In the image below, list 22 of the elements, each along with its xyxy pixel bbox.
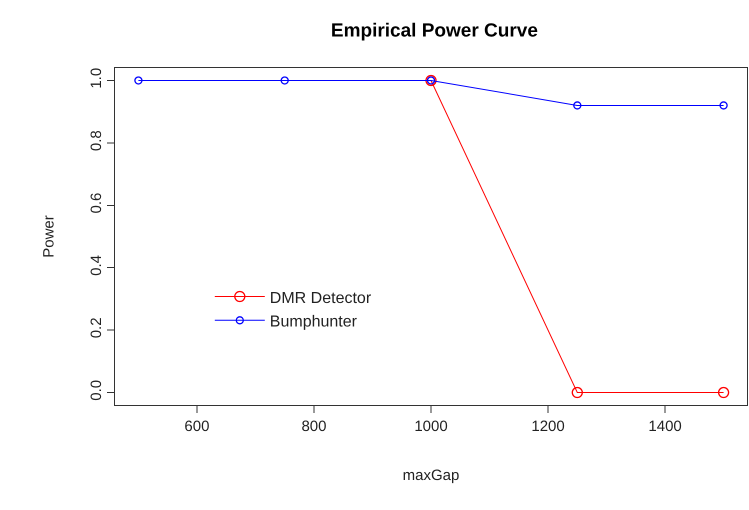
y-axis-title: Power (40, 215, 58, 258)
y-tick-label: 0.0 (88, 380, 105, 401)
x-tick-label: 1000 (414, 418, 448, 435)
point (719, 101, 728, 110)
y-tick-label: 0.2 (88, 317, 105, 338)
legend-label: Bumphunter (270, 314, 358, 331)
x-tick-label: 1400 (648, 418, 682, 435)
point (573, 101, 582, 110)
y-tick-label: 0.6 (88, 192, 105, 214)
chart-title: Empirical Power Curve (330, 20, 538, 42)
x-axis-title: maxGap (402, 467, 460, 484)
point (280, 76, 289, 85)
y-tick-label: 0.8 (88, 130, 105, 152)
y-tick-label: 1.0 (88, 68, 105, 89)
x-tick-label: 1200 (531, 418, 565, 435)
y-tick-label: 0.4 (88, 255, 105, 276)
x-tick-label: 800 (301, 418, 326, 435)
x-tick-label: 600 (184, 418, 210, 435)
point (572, 386, 583, 398)
point (718, 386, 730, 398)
point (134, 76, 143, 85)
legend-label: DMR Detector (270, 290, 372, 307)
